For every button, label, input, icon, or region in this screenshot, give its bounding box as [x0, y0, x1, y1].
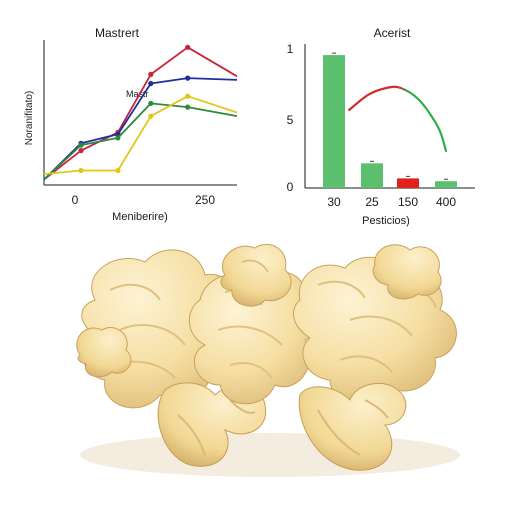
bar-chart-y-tick-2: 0: [287, 180, 294, 194]
pasta-photo: [76, 243, 460, 477]
pasta-piece-far-left: [76, 327, 132, 378]
line-point-0-3: [148, 71, 154, 77]
pasta-piece-top: [220, 243, 292, 307]
line-chart-x-tick-0: 0: [72, 193, 79, 207]
line-chart-x-tick-1: 250: [195, 193, 215, 207]
line-point-3-1: [78, 167, 84, 174]
line-chart-title: Mastrert: [95, 26, 140, 40]
pasta-piece-top-right: [372, 244, 442, 300]
bar-x-tick-0: 30: [327, 195, 341, 209]
line-point-0-1: [78, 148, 84, 154]
line-point-2-3: [148, 100, 154, 106]
line-chart-y-axis-label: Noranifitato): [24, 91, 35, 145]
line-point-3-3: [148, 113, 154, 119]
line-chart-plot-area: [43, 44, 238, 181]
overlay-curve: [348, 85, 448, 153]
bar-x-tick-1: 25: [365, 195, 379, 209]
bar-chart: Acerist 1 5 0 Pesticios) 30 25 150 400: [287, 26, 475, 227]
line-series-2: [43, 102, 238, 181]
line-chart: Mastrert 0 250 Meniberire) Noranifitato)…: [24, 26, 238, 223]
line-point-1-3: [148, 80, 154, 87]
line-point-1-4: [185, 75, 191, 81]
bar-0: [323, 55, 345, 188]
line-series-1: [43, 77, 238, 181]
line-series-0: [43, 46, 238, 181]
pasta-piece-bottom-right: [298, 382, 407, 471]
line-chart-annotation: Mastr: [126, 89, 149, 99]
bar-3: [435, 181, 457, 188]
line-point-2-1: [78, 142, 84, 148]
line-point-0-4: [185, 44, 191, 50]
bar-chart-plot-area: 30 25 150 400: [323, 52, 457, 209]
bar-1: [361, 163, 383, 188]
line-series-3: [43, 95, 238, 175]
bar-x-tick-2: 150: [398, 195, 418, 209]
bar-2: [397, 178, 419, 188]
pasta-piece-bottom-left: [157, 382, 267, 467]
line-point-2-2: [115, 135, 121, 141]
line-point-3-4: [185, 93, 191, 99]
pasta-shadow: [80, 433, 460, 477]
line-point-2-4: [185, 104, 191, 110]
bar-chart-x-axis-label: Pesticios): [362, 215, 410, 227]
bar-chart-y-tick-0: 1: [287, 42, 294, 56]
bar-chart-title: Acerist: [374, 26, 411, 40]
line-chart-x-axis-label: Meniberire): [112, 211, 168, 223]
bar-x-tick-3: 400: [436, 195, 456, 209]
bar-chart-y-tick-1: 5: [287, 113, 294, 127]
line-point-3-2: [115, 167, 121, 174]
